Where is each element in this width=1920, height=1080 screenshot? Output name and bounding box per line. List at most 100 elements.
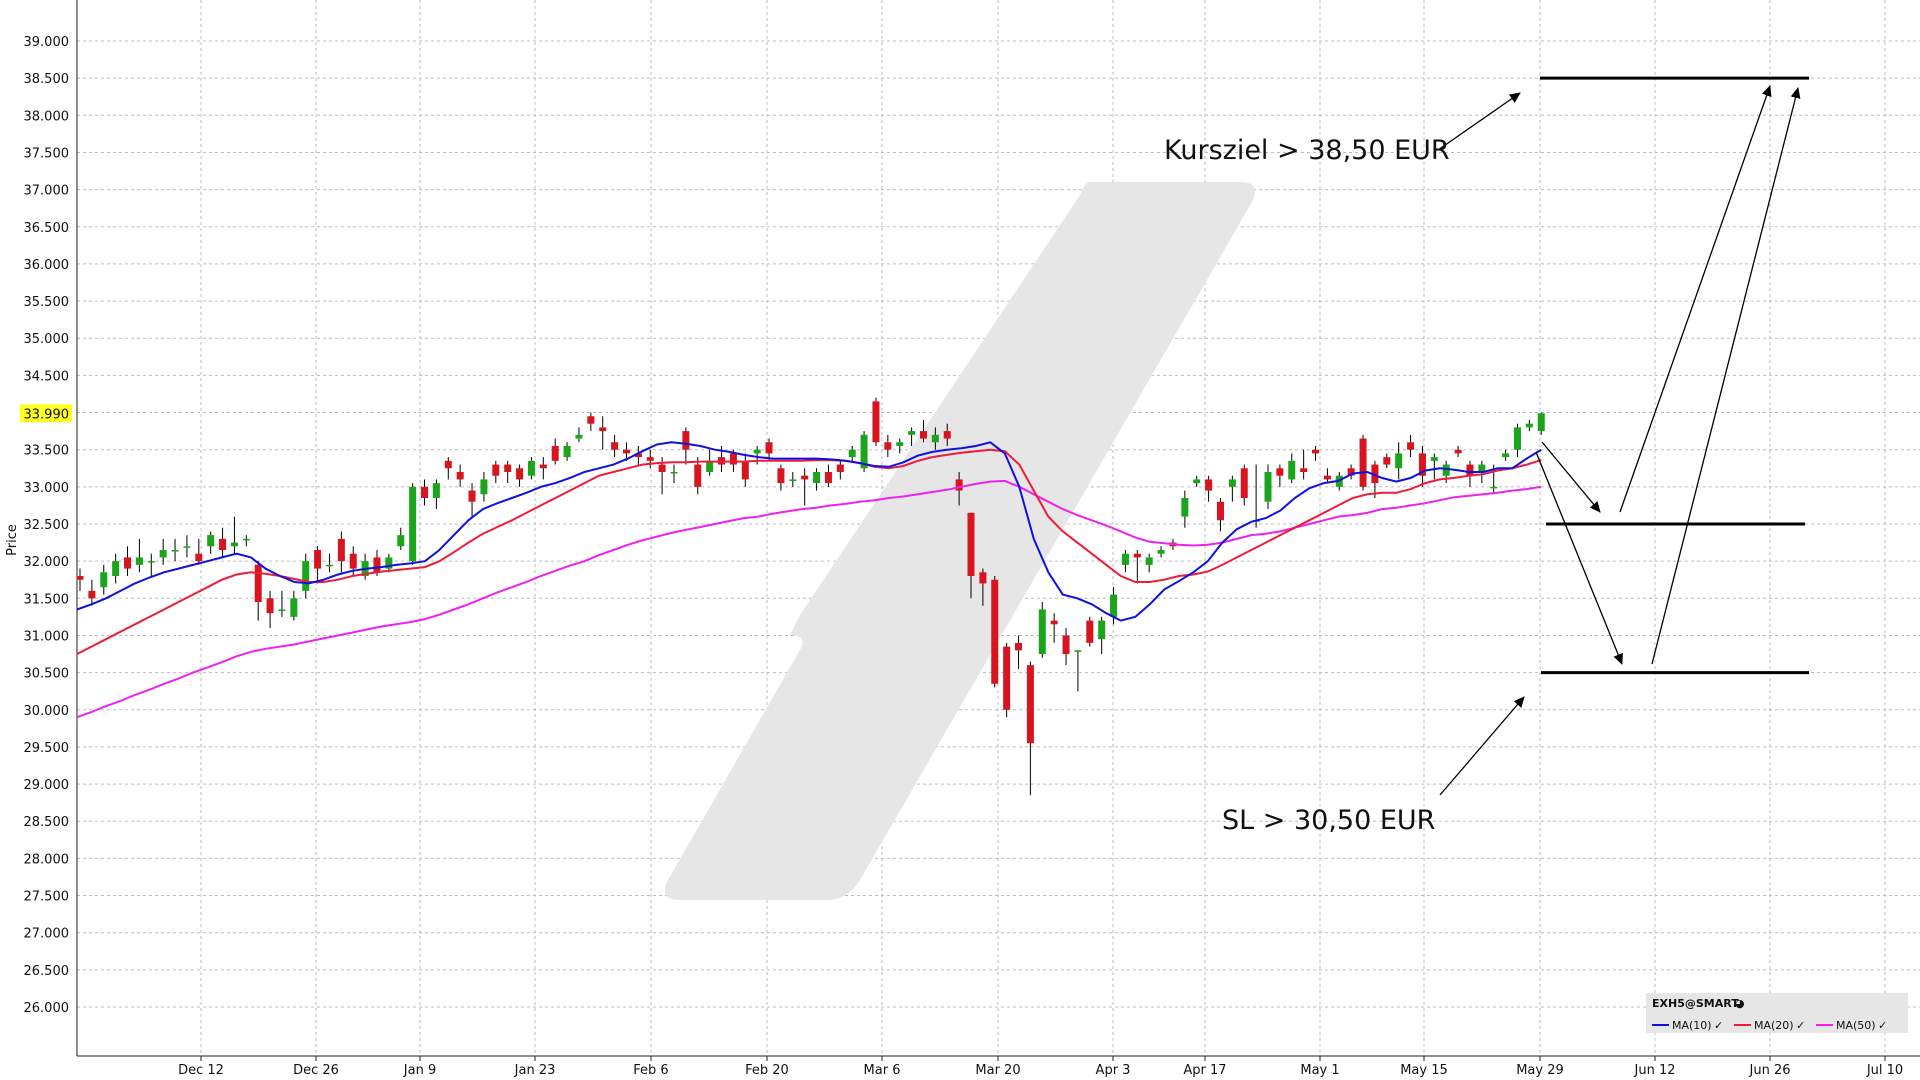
y-tick-label: 28.500 — [24, 815, 70, 830]
candle — [848, 445, 856, 461]
candle — [361, 553, 369, 580]
legend-check-icon[interactable]: ✓ — [1714, 1019, 1723, 1032]
candle — [1395, 442, 1403, 480]
arrow-down-to-stop — [1535, 451, 1623, 665]
y-tick-label: 28.000 — [24, 852, 70, 867]
target-annotation: Kursziel > 38,50 EUR — [1164, 135, 1450, 166]
candle — [967, 512, 975, 599]
candle — [1323, 468, 1331, 484]
legend-item: MA(20) — [1754, 1019, 1794, 1032]
projection-arrows — [1437, 85, 1801, 796]
candle — [1110, 587, 1118, 625]
x-tick-label: Jun 12 — [1634, 1063, 1676, 1078]
candle — [860, 431, 868, 472]
candle — [1537, 412, 1545, 435]
candle — [314, 546, 322, 584]
candle — [1312, 445, 1320, 461]
candle — [587, 412, 595, 432]
candle — [872, 397, 880, 446]
y-tick-label: 37.000 — [24, 184, 70, 199]
candle — [1466, 460, 1474, 487]
candle — [706, 449, 714, 476]
candle — [219, 527, 227, 558]
candle — [1513, 423, 1521, 458]
y-tick-labels: 26.000 26.500 27.000 27.500 28.000 28.500 29.0… — [24, 35, 70, 1016]
y-tick-label: 29.000 — [24, 778, 70, 793]
y-tick-label: 35.500 — [24, 295, 70, 310]
candle — [1288, 453, 1296, 484]
legend-check-icon[interactable]: ✓ — [1796, 1019, 1805, 1032]
candle — [884, 434, 892, 458]
candle — [896, 438, 904, 454]
candle — [421, 479, 429, 506]
y-tick-label: 39.000 — [24, 35, 70, 50]
legend-check-icon[interactable]: ✓ — [1878, 1019, 1887, 1032]
candle — [1015, 635, 1023, 669]
candle — [1181, 490, 1189, 528]
price-levels — [1540, 76, 1809, 675]
y-tick-label: 33.500 — [24, 444, 70, 459]
arrow-mid-to-target — [1619, 85, 1772, 513]
arrow-to-stop-label — [1439, 696, 1525, 796]
candle — [254, 561, 262, 621]
candle — [991, 576, 999, 688]
x-tick-label: Mar 20 — [975, 1063, 1020, 1078]
candle — [1193, 475, 1201, 487]
candle — [302, 553, 310, 599]
candle — [112, 553, 120, 584]
y-tick-label: 29.500 — [24, 741, 70, 756]
candle — [1240, 464, 1248, 506]
candle — [1371, 460, 1379, 498]
last-price-tag: 33.990 — [20, 404, 72, 423]
candle — [76, 568, 84, 591]
y-tick-label: 33.000 — [24, 481, 70, 496]
y-tick-label: 26.500 — [24, 964, 70, 979]
candle — [1418, 445, 1426, 487]
candle — [599, 416, 607, 450]
candle — [551, 438, 559, 465]
candle — [1359, 434, 1367, 491]
candle — [88, 579, 96, 606]
candle — [1525, 419, 1533, 432]
x-tick-label: Jul 10 — [1866, 1063, 1903, 1078]
candle — [480, 471, 488, 502]
candle — [1050, 613, 1058, 643]
candle — [100, 564, 108, 595]
candle — [516, 464, 524, 487]
y-tick-label: 30.000 — [24, 704, 70, 719]
legend-title: EXH5@SMART — [1652, 997, 1739, 1010]
candle — [1252, 464, 1260, 528]
y-tick-label: 26.000 — [24, 1001, 70, 1016]
candle — [147, 553, 155, 577]
candle — [230, 516, 238, 554]
candle — [694, 457, 702, 495]
candle — [278, 590, 286, 617]
y-tick-label: 31.500 — [24, 592, 70, 607]
candle — [765, 438, 773, 461]
y-tick-label: 27.500 — [24, 890, 70, 905]
candle — [634, 445, 642, 465]
arrow-to-target-label — [1437, 92, 1521, 151]
x-tick-label: Jan 9 — [403, 1063, 436, 1078]
candle — [1216, 497, 1224, 532]
candle — [1121, 550, 1129, 573]
x-tick-label: Feb 6 — [633, 1063, 668, 1078]
candle — [1026, 661, 1034, 796]
candle — [171, 538, 179, 562]
candle — [741, 453, 749, 487]
y-tick-label: 31.000 — [24, 629, 70, 644]
candle — [1157, 546, 1165, 558]
candle — [527, 457, 535, 480]
x-tick-label: Apr 17 — [1183, 1063, 1226, 1078]
candle — [1228, 475, 1236, 502]
candle — [492, 460, 500, 484]
candle — [670, 464, 678, 484]
x-tick-label: Jun 26 — [1749, 1063, 1791, 1078]
candle — [777, 464, 785, 491]
candle — [266, 590, 274, 629]
candle — [611, 434, 619, 458]
x-tick-label: Apr 3 — [1096, 1063, 1131, 1078]
candle — [908, 427, 916, 446]
x-tick-label: Feb 20 — [745, 1063, 789, 1078]
candle — [1383, 453, 1391, 469]
